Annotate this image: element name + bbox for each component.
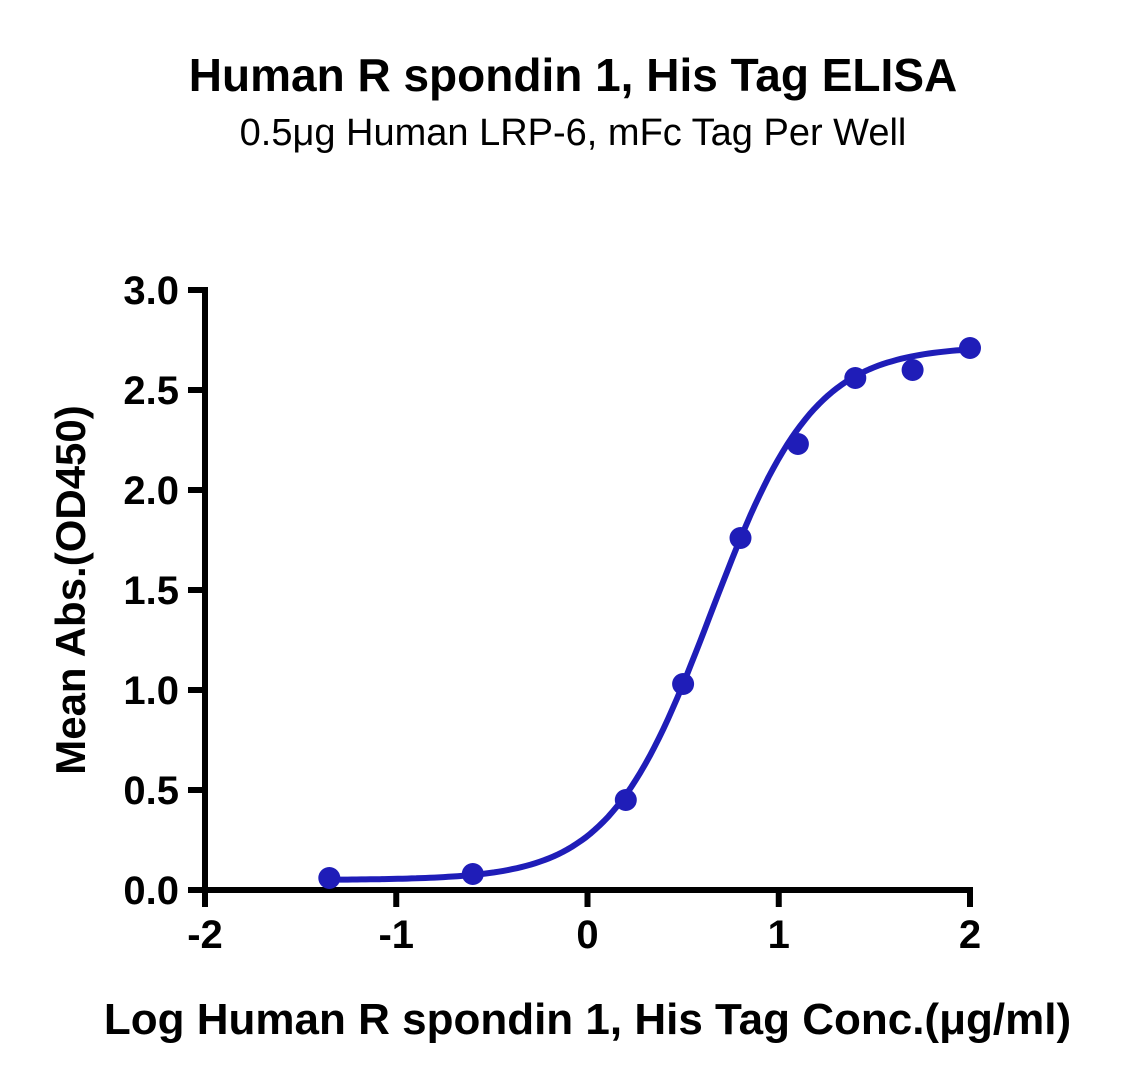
x-tick-label: -2 xyxy=(187,913,223,957)
y-tick-label: 2.0 xyxy=(123,469,179,513)
data-point xyxy=(786,433,809,455)
y-tick-label: 0.5 xyxy=(123,769,179,813)
x-tick-label: 1 xyxy=(768,913,790,957)
chart-subtitle: 0.5μg Human LRP-6, mFc Tag Per Well xyxy=(239,112,907,154)
data-point xyxy=(844,367,867,389)
fit-curve xyxy=(326,346,973,883)
x-tick-label: -1 xyxy=(378,913,414,957)
y-tick-label: 0.0 xyxy=(123,869,179,913)
y-tick-label: 2.5 xyxy=(123,369,179,413)
x-tick-label: 0 xyxy=(576,913,598,957)
data-point xyxy=(959,337,981,359)
data-point xyxy=(614,789,637,811)
x-tick-label: 2 xyxy=(959,913,981,957)
data-point xyxy=(901,359,924,381)
data-point xyxy=(672,673,695,695)
y-axis-title: Mean Abs.(OD450) xyxy=(47,405,94,775)
y-tick-label: 1.5 xyxy=(123,569,179,613)
x-axis-title: Log Human R spondin 1, His Tag Conc.(μg/… xyxy=(104,995,1071,1044)
data-point xyxy=(729,527,752,549)
chart-title: Human R spondin 1, His Tag ELISA xyxy=(188,49,958,101)
data-point xyxy=(318,867,341,889)
y-tick-label: 1.0 xyxy=(123,669,179,713)
y-tick-label: 3.0 xyxy=(123,269,179,313)
data-point xyxy=(461,863,484,885)
